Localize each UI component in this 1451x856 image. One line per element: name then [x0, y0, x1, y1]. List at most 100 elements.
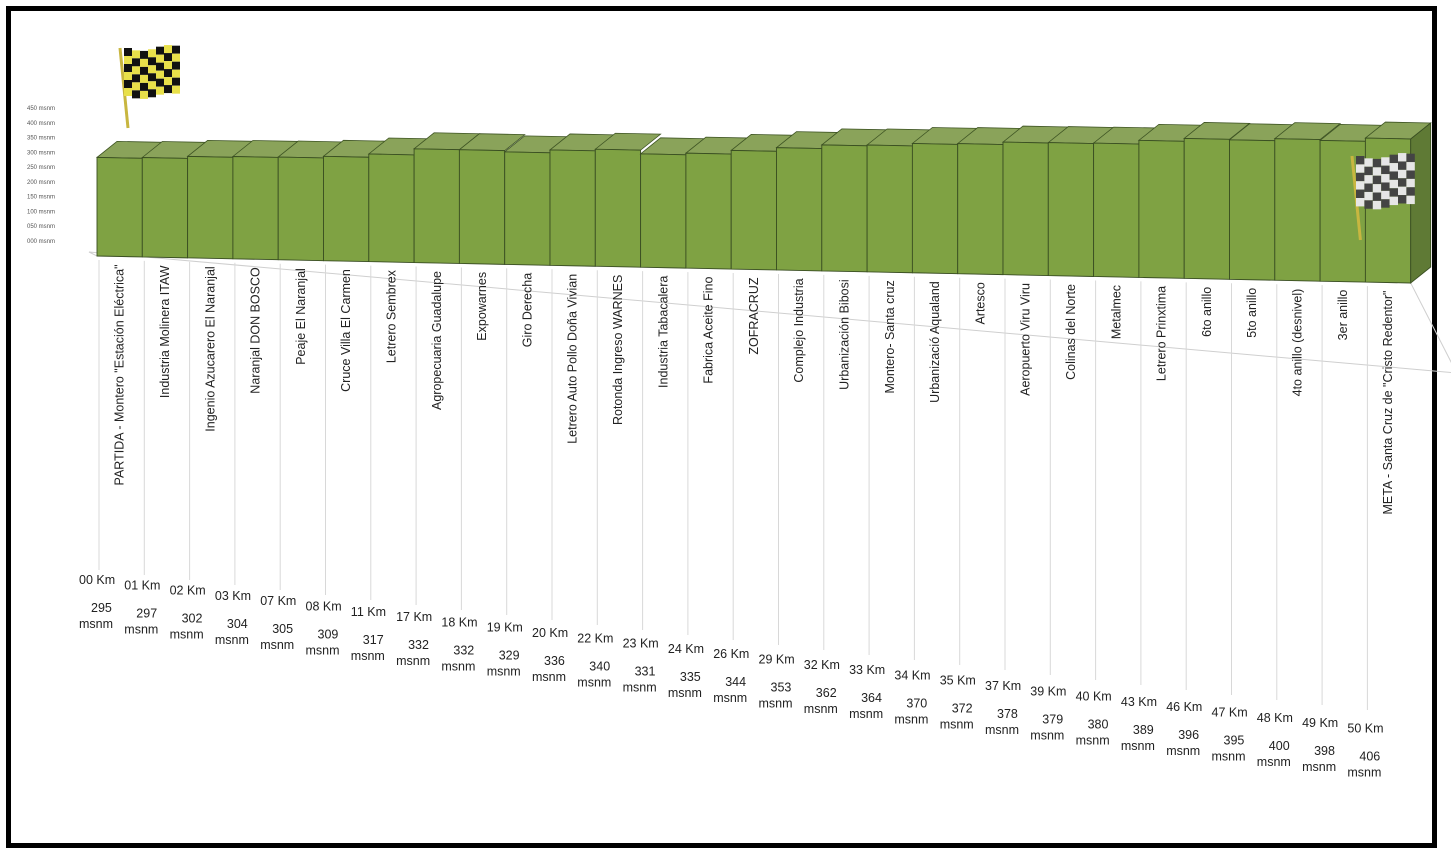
category-label: Rotonda Ingreso WARNES — [611, 275, 625, 425]
column-bar — [413, 148, 460, 264]
flag-cell — [1406, 187, 1415, 196]
elevation-value-label: 389 — [1133, 723, 1154, 737]
flag-cell — [1372, 175, 1382, 185]
flag-cell — [1381, 182, 1390, 191]
flag-cell — [1372, 184, 1382, 193]
flag-cell — [1356, 181, 1365, 190]
y-tick-label: 050 msnm — [27, 224, 55, 230]
category-label: Urbanización Bibosi — [837, 279, 851, 389]
elevation-value-label: 395 — [1224, 734, 1245, 748]
column-bar — [141, 157, 189, 259]
flag-cell — [1356, 172, 1365, 182]
km-label: 22 Km — [577, 631, 613, 645]
category-label: Artesco — [973, 282, 987, 324]
column-bar — [685, 152, 732, 270]
y-tick-label: 250 msnm — [27, 165, 55, 171]
y-tick-label: 400 msnm — [27, 121, 55, 127]
flag-cell — [1406, 153, 1415, 163]
category-label: 4to anillo (desnivel) — [1290, 289, 1304, 397]
category-label: ZOFRACRUZ — [747, 277, 761, 354]
elevation-unit-label: msnm — [396, 654, 430, 668]
category-label: Montero- Santa cruz — [883, 280, 897, 393]
category-label: Peaje El Naranjal — [294, 268, 308, 365]
flag-cell — [164, 61, 172, 70]
km-label: 46 Km — [1166, 700, 1202, 714]
flag-cell — [132, 50, 140, 59]
flag-cell — [140, 50, 148, 59]
elevation-value-label: 378 — [997, 707, 1018, 721]
flag-cell — [132, 58, 140, 67]
elevation-unit-label: msnm — [577, 675, 611, 689]
y-tick-label: 100 msnm — [27, 209, 55, 215]
flag-cell — [1389, 196, 1398, 206]
elevation-unit-label: msnm — [849, 707, 883, 721]
flag-cell — [1389, 179, 1398, 189]
elevation-value-label: 302 — [182, 612, 203, 626]
flag-cell — [148, 89, 156, 98]
flag-cell — [1372, 158, 1382, 168]
flag-cell — [124, 48, 132, 56]
flag-cell — [172, 85, 180, 94]
elevation-value-label: 362 — [816, 686, 837, 700]
elevation-value-label: 332 — [453, 643, 474, 657]
column-bar — [458, 149, 506, 265]
flag-cell — [172, 45, 180, 54]
flag-cell — [148, 81, 156, 90]
elevation-unit-label: msnm — [894, 712, 928, 726]
flag-cell — [1406, 195, 1415, 205]
elevation-unit-label: msnm — [1166, 744, 1200, 758]
elevation-unit-label: msnm — [260, 638, 294, 652]
elevation-unit-label: msnm — [532, 670, 566, 684]
flag-cell — [124, 80, 132, 88]
elevation-unit-label: msnm — [759, 697, 793, 711]
elevation-value-label: 406 — [1359, 749, 1380, 763]
flag-cell — [1381, 190, 1390, 200]
flag-cell — [1398, 178, 1407, 187]
flag-cell — [172, 53, 180, 62]
column-bar — [594, 148, 642, 268]
km-label: 50 Km — [1347, 721, 1383, 735]
flag-cell — [140, 82, 148, 91]
km-label: 26 Km — [713, 647, 749, 661]
km-label: 39 Km — [1030, 684, 1066, 698]
elevation-value-label: 396 — [1178, 728, 1199, 742]
flag-cell — [1398, 186, 1407, 196]
flag-cell — [1406, 170, 1415, 179]
flag-cell — [132, 82, 140, 91]
column-bar — [866, 144, 913, 274]
elevation-value-label: 380 — [1088, 718, 1109, 732]
flag-cell — [140, 66, 148, 75]
flag-cell — [148, 57, 156, 66]
flag-cell — [124, 56, 132, 64]
elevation-value-label: 331 — [635, 665, 656, 679]
flag-cell — [1364, 183, 1373, 192]
column-bar — [957, 143, 1004, 276]
y-tick-label: 300 msnm — [27, 150, 55, 156]
flag-cell — [140, 90, 148, 99]
flag-cell — [1398, 153, 1407, 162]
elevation-unit-label: msnm — [1212, 750, 1246, 764]
flag-cell — [156, 62, 164, 71]
flag-cell — [132, 90, 140, 99]
column-bar — [96, 156, 143, 258]
km-label: 00 Km — [79, 573, 115, 587]
flag-cell — [164, 45, 172, 54]
flag-cell — [172, 69, 180, 78]
column-bar — [1229, 139, 1276, 281]
flag-cell — [156, 86, 164, 95]
elevation-value-label: 309 — [318, 628, 339, 642]
flag-cell — [156, 78, 164, 87]
km-label: 37 Km — [985, 679, 1021, 693]
elevation-value-label: 304 — [227, 617, 248, 631]
elevation-unit-label: msnm — [215, 633, 249, 647]
km-label: 20 Km — [532, 626, 568, 640]
category-label: PARTIDA - Montero "Estación Eléctrica" — [113, 264, 127, 485]
flag-cell — [148, 65, 156, 74]
km-label: 33 Km — [849, 663, 885, 677]
category-label: 6to anillo — [1200, 287, 1214, 337]
flag-cell — [132, 74, 140, 83]
km-label: 24 Km — [668, 642, 704, 656]
flag-cell — [1356, 198, 1365, 207]
elevation-value-label: 297 — [136, 606, 157, 620]
